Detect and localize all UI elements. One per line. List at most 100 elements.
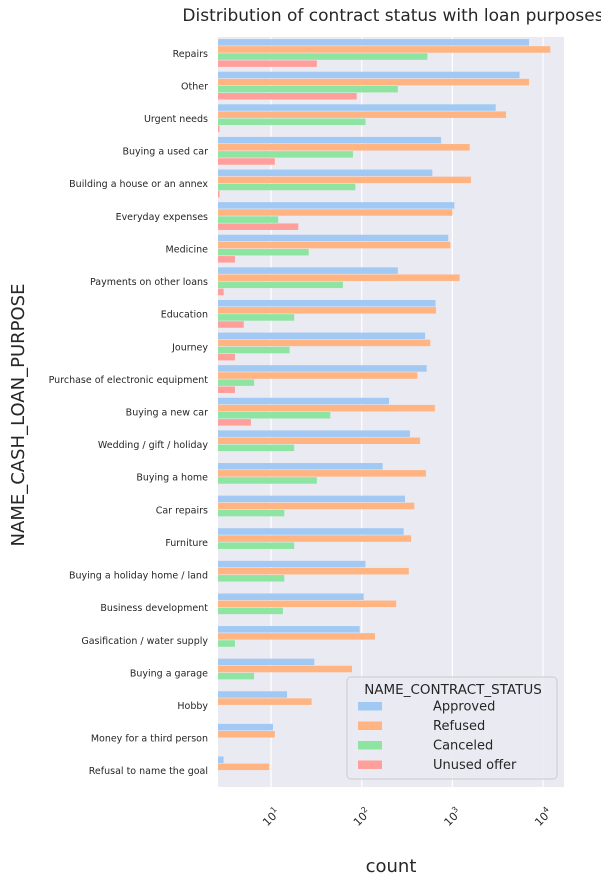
bar xyxy=(218,104,496,111)
x-axis-label: count xyxy=(366,856,417,877)
bar xyxy=(218,202,454,209)
bar xyxy=(218,477,317,484)
legend-label: Refused xyxy=(433,719,485,734)
bar xyxy=(218,46,550,53)
bar xyxy=(218,314,294,321)
bar xyxy=(218,72,520,79)
legend-swatch xyxy=(358,722,382,731)
bar xyxy=(218,419,251,426)
bar xyxy=(218,354,235,361)
legend: NAME_CONTRACT_STATUS Approved Refused Canc… xyxy=(347,677,557,779)
category-label: Buying a garage xyxy=(130,668,208,679)
bar xyxy=(218,119,365,126)
category-label: Buying a holiday home / land xyxy=(69,571,208,582)
bar xyxy=(218,347,290,354)
bar xyxy=(218,666,352,673)
bar xyxy=(218,216,278,223)
bar xyxy=(218,470,426,477)
x-tick-text: 103 xyxy=(440,805,464,829)
bar xyxy=(218,463,383,470)
bar xyxy=(218,510,284,516)
category-label: Urgent needs xyxy=(144,114,208,125)
bar xyxy=(218,412,330,419)
bar xyxy=(218,568,409,575)
bar xyxy=(218,659,314,666)
bar xyxy=(218,372,417,379)
x-tick-labels: 101 102 103 104 xyxy=(259,805,555,829)
bar xyxy=(218,300,435,307)
category-label: Payments on other loans xyxy=(90,277,208,288)
legend-label: Canceled xyxy=(433,739,493,754)
bar xyxy=(218,39,529,46)
bar xyxy=(218,340,430,347)
bar xyxy=(218,333,425,340)
bar xyxy=(218,256,235,263)
bar xyxy=(218,274,460,281)
bar xyxy=(218,151,353,158)
bar xyxy=(218,79,529,86)
bar xyxy=(218,673,254,680)
bar xyxy=(218,321,244,328)
legend-label: Unused offer xyxy=(433,758,517,773)
category-label: Building a house or an annex xyxy=(69,179,208,190)
x-tick-text: 102 xyxy=(349,805,373,829)
x-tick-label: 101 xyxy=(259,805,283,829)
bar xyxy=(218,86,398,93)
y-axis-label: NAME_CASH_LOAN_PURPOSE xyxy=(8,284,29,547)
bar xyxy=(218,60,317,66)
bar xyxy=(218,267,398,274)
category-label: Other xyxy=(181,81,208,92)
bar xyxy=(218,289,224,296)
bar xyxy=(218,724,273,731)
x-tick-label: 103 xyxy=(440,805,464,829)
bar xyxy=(218,191,219,198)
category-label: Refusal to name the goal xyxy=(89,766,208,777)
bar xyxy=(218,731,275,738)
x-tick-text: 104 xyxy=(531,805,555,829)
bar xyxy=(218,282,343,289)
category-label: Journey xyxy=(171,342,208,353)
bar xyxy=(218,691,287,698)
bar xyxy=(218,249,309,256)
bar xyxy=(218,386,235,393)
bar xyxy=(218,561,365,568)
category-label: Gasification / water supply xyxy=(81,636,208,647)
category-label: Wedding / gift / holiday xyxy=(98,440,208,451)
category-label: Car repairs xyxy=(156,505,208,516)
legend-label: Approved xyxy=(433,700,495,715)
bar xyxy=(218,170,432,177)
bar xyxy=(218,126,219,132)
legend-title: NAME_CONTRACT_STATUS xyxy=(364,682,542,698)
category-label: Hobby xyxy=(177,701,208,712)
bar xyxy=(218,626,360,633)
bar xyxy=(218,184,355,191)
category-label: Purchase of electronic equipment xyxy=(49,375,209,386)
category-labels: RepairsOtherUrgent needsBuying a used ca… xyxy=(49,49,209,777)
bar xyxy=(218,223,298,230)
legend-swatch xyxy=(358,702,382,711)
category-label: Money for a third person xyxy=(91,734,208,745)
bar xyxy=(218,633,375,640)
category-label: Medicine xyxy=(166,244,209,255)
legend-swatch xyxy=(358,741,382,750)
x-tick-label: 104 xyxy=(531,805,555,829)
bar xyxy=(218,593,364,600)
x-tick-label: 102 xyxy=(349,805,373,829)
bar xyxy=(218,575,284,582)
category-label: Buying a home xyxy=(136,473,208,484)
bar xyxy=(218,640,235,647)
bar xyxy=(218,535,411,542)
category-label: Furniture xyxy=(165,538,208,549)
legend-swatch xyxy=(358,761,382,770)
bar xyxy=(218,209,452,216)
bar xyxy=(218,53,427,60)
bar xyxy=(218,93,357,100)
bar xyxy=(218,405,435,412)
bar xyxy=(218,430,410,437)
chart-title: Distribution of contract status with loa… xyxy=(182,6,601,26)
category-label: Business development xyxy=(100,603,208,614)
category-label: Education xyxy=(161,310,208,321)
category-label: Buying a new car xyxy=(126,408,208,419)
bar xyxy=(218,445,294,452)
